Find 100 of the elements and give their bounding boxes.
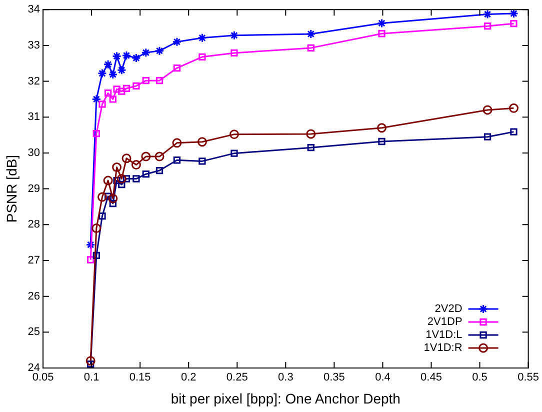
point xyxy=(154,152,164,162)
point xyxy=(376,123,386,133)
y-tick-label: 34 xyxy=(28,4,40,16)
point xyxy=(198,53,206,60)
point xyxy=(92,130,100,138)
point xyxy=(87,256,94,264)
x-axis-title: bit per pixel [bpp]: One Anchor Depth xyxy=(170,390,400,406)
point xyxy=(103,60,113,70)
point xyxy=(113,86,120,93)
x-tick-label: 0.5 xyxy=(472,372,488,384)
point xyxy=(97,68,107,78)
point xyxy=(142,76,150,84)
y-tick-label: 25 xyxy=(28,326,40,338)
point xyxy=(86,240,96,250)
point xyxy=(306,129,316,139)
point xyxy=(306,29,316,39)
point xyxy=(376,18,386,28)
point xyxy=(92,94,102,104)
point xyxy=(131,160,141,170)
point xyxy=(154,46,164,56)
point xyxy=(173,156,181,164)
point xyxy=(108,194,118,204)
point xyxy=(131,53,141,63)
y-tick-label: 24 xyxy=(28,362,40,374)
point xyxy=(87,360,94,368)
point xyxy=(378,30,386,38)
point xyxy=(197,137,207,147)
y-tick-label: 33 xyxy=(28,39,40,52)
point xyxy=(510,128,518,136)
point xyxy=(229,130,239,140)
point xyxy=(86,356,96,366)
y-axis-title: PSNR [dB] xyxy=(3,154,20,223)
point xyxy=(198,158,206,165)
point xyxy=(116,174,126,184)
point xyxy=(482,105,492,115)
point xyxy=(197,33,207,43)
point xyxy=(172,138,182,148)
point xyxy=(482,10,492,20)
point xyxy=(484,22,492,30)
y-tick-label: 26 xyxy=(28,290,40,302)
point xyxy=(142,170,150,178)
point xyxy=(109,96,116,103)
point xyxy=(229,30,239,40)
point xyxy=(104,90,112,97)
point xyxy=(122,175,130,182)
point xyxy=(141,48,151,58)
point xyxy=(173,64,181,72)
point xyxy=(156,76,164,84)
point xyxy=(122,154,132,164)
point xyxy=(172,37,182,47)
y-tick-label: 30 xyxy=(28,146,40,159)
legend-label: 1V1D:L xyxy=(426,329,462,342)
point xyxy=(98,100,106,108)
x-tick-label: 0.3 xyxy=(278,372,294,384)
point xyxy=(104,192,112,200)
x-tick-label: 0.45 xyxy=(420,372,442,384)
point xyxy=(122,50,132,60)
point xyxy=(132,82,140,90)
x-tick-label: 0.25 xyxy=(226,372,248,384)
x-tick-label: 0.05 xyxy=(32,372,54,384)
x-tick-label: 0.1 xyxy=(84,372,100,384)
x-tick-label: 0.15 xyxy=(129,372,151,384)
point xyxy=(307,144,314,152)
point xyxy=(92,223,102,233)
point xyxy=(141,152,151,162)
point xyxy=(112,162,122,172)
point xyxy=(508,10,518,18)
point xyxy=(118,88,126,95)
legend-label: 2V1DP xyxy=(427,316,462,328)
point xyxy=(116,65,126,75)
legend-label: 2V2D xyxy=(434,303,462,316)
point xyxy=(112,51,122,61)
point xyxy=(103,176,113,186)
point xyxy=(98,212,106,220)
point xyxy=(122,84,130,92)
point xyxy=(508,103,518,113)
point xyxy=(307,44,314,52)
y-tick-label: 28 xyxy=(28,218,40,231)
point xyxy=(378,138,386,146)
point xyxy=(510,20,518,28)
point xyxy=(484,133,492,140)
legend-label: 1V1D:R xyxy=(424,342,462,354)
point xyxy=(92,252,100,260)
point xyxy=(132,175,140,182)
point xyxy=(230,49,238,57)
point xyxy=(230,150,238,157)
x-tick-label: 0.35 xyxy=(323,372,345,384)
point xyxy=(118,180,126,188)
x-tick-label: 0.2 xyxy=(180,372,196,384)
x-tick-label: 0.55 xyxy=(518,372,540,384)
y-tick-label: 31 xyxy=(28,111,40,124)
point xyxy=(108,70,118,80)
y-tick-label: 32 xyxy=(28,75,40,88)
point xyxy=(109,200,116,208)
point xyxy=(113,176,120,184)
x-tick-label: 0.4 xyxy=(375,372,390,384)
y-tick-label: 27 xyxy=(28,254,40,267)
point xyxy=(97,192,107,202)
point xyxy=(156,166,164,174)
y-tick-label: 29 xyxy=(28,182,40,195)
